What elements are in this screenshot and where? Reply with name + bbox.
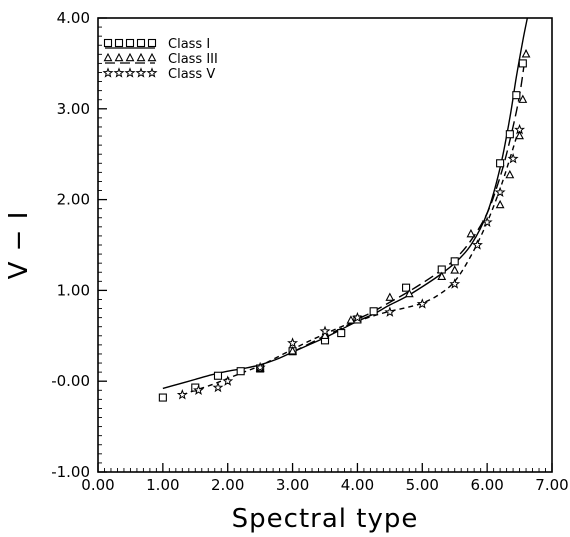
- point-square: [505, 130, 514, 139]
- point-square: [496, 159, 505, 168]
- legend-marker-square: [147, 38, 157, 48]
- fit-curves: [162, 17, 529, 396]
- point-square: [512, 91, 521, 100]
- point-star: [494, 186, 506, 198]
- point-square: [369, 307, 378, 316]
- point-star: [384, 306, 396, 317]
- legend-marker-star: [146, 67, 158, 78]
- point-triangle: [521, 49, 531, 58]
- x-tick-label: 1.00: [146, 476, 179, 494]
- legend-label: Class I: [168, 37, 210, 52]
- plot-frame: [97, 17, 553, 473]
- point-triangle: [437, 271, 447, 280]
- y-tick-label: -0.00: [51, 372, 90, 390]
- y-tick-label: 1.00: [57, 281, 90, 299]
- legend-label: Class V: [168, 67, 215, 82]
- point-star: [351, 311, 363, 323]
- point-star: [222, 375, 234, 386]
- legend-marker-star: [124, 67, 136, 78]
- legend-marker-triangle: [103, 52, 113, 62]
- legend-marker-triangle: [114, 52, 124, 62]
- point-triangle: [404, 288, 414, 298]
- x-tick-label: 7.00: [535, 476, 568, 494]
- x-tick-label: 0.00: [81, 476, 114, 494]
- x-tick-label: 4.00: [341, 476, 374, 494]
- point-star: [254, 361, 266, 373]
- point-star: [287, 337, 299, 348]
- point-star: [514, 123, 526, 135]
- point-triangle: [505, 169, 515, 179]
- point-star: [481, 216, 493, 227]
- point-triangle: [466, 228, 476, 238]
- legend-marker-star: [113, 67, 125, 78]
- legend-marker-square: [103, 38, 113, 48]
- legend-marker-triangle: [136, 52, 146, 62]
- plot-border: [97, 17, 553, 473]
- y-tick-label: 3.00: [57, 100, 90, 118]
- point-triangle: [385, 292, 395, 301]
- point-star: [507, 152, 519, 164]
- point-triangle: [346, 315, 356, 324]
- point-square: [158, 393, 167, 402]
- x-tick-label: 6.00: [470, 476, 503, 494]
- fit-curve-1: [162, 17, 529, 390]
- point-square: [337, 329, 346, 338]
- y-tick-label: 2.00: [57, 191, 90, 209]
- point-triangle: [495, 199, 505, 209]
- y-tick-label: -1.00: [51, 463, 90, 481]
- legend-marker-triangle: [147, 52, 157, 62]
- point-square: [450, 257, 459, 266]
- legend-label: Class III: [168, 52, 218, 67]
- axis-ticks: [97, 17, 553, 473]
- x-tick-label: 2.00: [211, 476, 244, 494]
- x-tick-label: 5.00: [406, 476, 439, 494]
- point-star: [193, 384, 205, 395]
- point-star: [319, 325, 331, 336]
- data-markers: [158, 49, 531, 402]
- legend-marker-square: [125, 38, 135, 48]
- legend-marker-square: [114, 38, 124, 48]
- tick-labels: 0.00 1.00 2.00 3.00 4.00 5.00 6.00 7.00 -1.00 -0.…: [51, 9, 569, 494]
- y-tick-label: 4.00: [57, 9, 90, 27]
- point-star: [471, 239, 483, 250]
- point-triangle: [288, 346, 297, 355]
- point-star: [176, 389, 188, 400]
- point-triangle: [320, 330, 330, 340]
- x-axis-title: Spectral type: [232, 504, 419, 534]
- y-axis-title: V − I: [4, 211, 34, 280]
- point-triangle: [518, 94, 528, 103]
- point-square: [236, 367, 245, 376]
- point-square: [518, 59, 527, 68]
- legend-marker-square: [136, 38, 146, 48]
- x-tick-label: 3.00: [276, 476, 309, 494]
- point-square: [402, 283, 411, 292]
- point-star: [449, 278, 461, 289]
- fit-curve-3: [182, 126, 521, 396]
- point-triangle: [515, 130, 524, 140]
- point-star: [416, 298, 428, 309]
- legend-marker-star: [135, 67, 147, 78]
- point-square: [213, 371, 223, 380]
- legend-marker-triangle: [125, 52, 135, 62]
- point-star: [212, 381, 224, 393]
- point-triangle: [450, 265, 460, 274]
- legend-marker-star: [102, 67, 114, 78]
